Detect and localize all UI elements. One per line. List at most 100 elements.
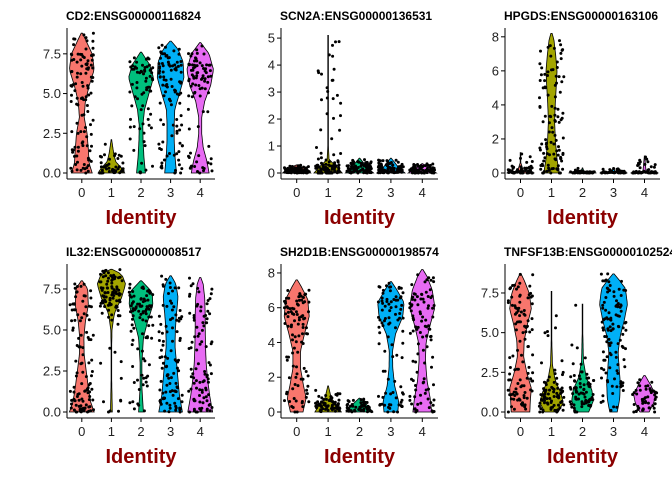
data-point [285,168,289,172]
data-point [193,91,196,95]
data-point [143,359,147,363]
data-point [141,332,144,336]
data-point [172,153,176,157]
data-point [590,170,594,174]
x-tick-label: 1 [548,185,555,200]
y-tick-label: 3 [268,85,275,100]
data-point [71,328,75,332]
data-point [408,394,412,398]
data-point [572,386,576,390]
data-point [624,347,627,351]
data-point [198,171,202,175]
data-point [180,393,184,397]
data-point [294,340,298,344]
data-point [76,52,80,56]
data-point [432,383,435,387]
data-point [129,304,133,308]
data-point [351,170,355,174]
data-point [91,46,95,50]
data-point [383,403,387,407]
data-point [193,335,197,339]
data-point [72,37,76,41]
data-point [296,384,300,388]
data-point [391,355,395,359]
violin-3 [156,40,185,174]
data-point [293,383,297,386]
data-point [430,409,434,413]
data-point [139,69,143,73]
data-point [157,62,161,66]
data-point [306,374,310,378]
data-point [528,330,532,334]
panel-title: IL32:ENSG00000008517 [66,245,202,259]
data-point [552,395,556,398]
data-point [132,125,136,129]
data-point [91,76,95,79]
data-point [85,144,89,148]
panel-title: SH2D1B:ENSG00000198574 [280,245,439,259]
data-point [202,396,206,400]
data-point [176,360,180,364]
data-point [192,376,196,380]
data-point [164,84,168,88]
data-point [90,387,94,391]
data-point [327,399,331,402]
data-point [76,131,80,135]
data-point [320,161,323,165]
data-point [359,401,363,405]
data-point [189,375,193,379]
data-point [85,39,89,43]
data-point [157,142,161,146]
data-point [130,301,134,305]
data-point [531,371,535,375]
data-point [85,67,89,71]
data-point [333,161,337,165]
data-point [83,167,87,171]
data-point [650,380,654,384]
data-point [72,408,76,412]
data-point [600,366,603,370]
data-point [178,128,182,132]
data-point [617,287,621,291]
data-point [160,331,164,335]
data-point [188,292,192,296]
data-point [362,169,366,173]
data-point [422,300,426,304]
data-point [177,319,181,323]
x-tick-label: 3 [167,424,174,439]
data-point [556,107,560,111]
data-point [195,59,199,63]
data-point [283,322,287,325]
data-point [135,60,139,64]
data-point [613,377,616,381]
data-point [195,348,199,352]
data-point [142,409,146,413]
data-point [548,153,551,157]
data-point [106,279,110,283]
data-point [76,145,80,149]
data-point [573,410,577,414]
points-3 [376,158,405,175]
y-tick-label: 4 [268,335,275,350]
data-point [381,301,385,305]
data-point [396,318,400,322]
data-point [516,285,520,289]
data-point [169,349,173,353]
data-point [543,156,547,160]
data-point [526,371,530,375]
data-point [510,405,513,409]
data-point [605,355,609,359]
data-point [178,410,182,414]
data-point [539,167,543,171]
data-point [290,306,294,310]
data-point [75,121,79,125]
data-point [427,276,431,280]
data-point [72,148,75,152]
data-point [286,324,290,328]
data-point [201,74,205,78]
data-point [139,297,143,301]
data-point [187,94,191,98]
data-point [552,390,556,394]
data-point [316,157,320,161]
